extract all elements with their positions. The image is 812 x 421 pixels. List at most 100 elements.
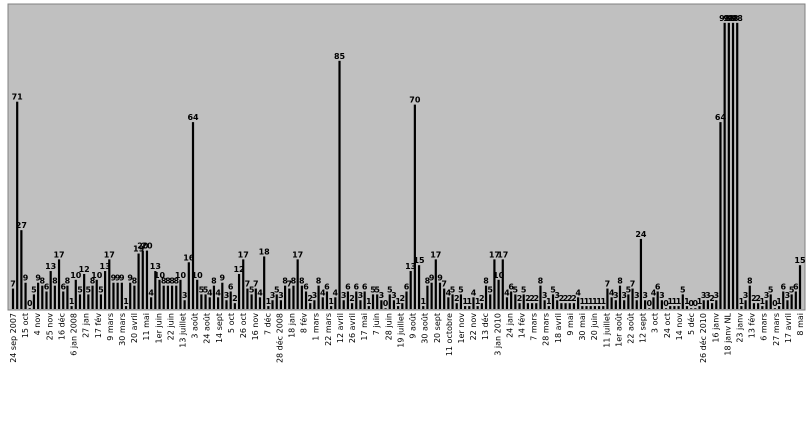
x-tick-labels-group: 24 sep 2007 15 oct 4 nov 25 nov 16 déc 6 jan … — [9, 312, 805, 363]
bar — [535, 303, 538, 309]
bar — [694, 308, 697, 309]
bar — [639, 238, 643, 309]
bar — [455, 303, 458, 309]
bar-value-label: 5 — [789, 285, 795, 294]
bar — [493, 259, 496, 309]
bar — [719, 122, 722, 310]
bar — [715, 300, 718, 309]
bar — [350, 303, 354, 309]
bar — [380, 300, 383, 309]
bar — [757, 303, 760, 309]
bar — [99, 294, 103, 309]
bar-value-label: 1 — [684, 297, 690, 306]
bar — [614, 300, 617, 309]
x-tick-label: 11 mai — [142, 313, 151, 341]
bar — [669, 306, 672, 309]
bar — [530, 303, 534, 309]
bar-value-label: 9 — [115, 274, 121, 283]
bar-value-label: 64 — [715, 113, 727, 122]
bar-value-label: 1 — [475, 297, 481, 306]
bar-value-label: 8 — [282, 277, 288, 286]
bar — [166, 285, 169, 309]
bar-value-label: 7 — [287, 280, 293, 289]
bar — [798, 265, 802, 309]
bar-value-label: 4 — [575, 288, 581, 297]
bar-value-label: 1 — [776, 297, 782, 306]
bar-value-label: 8 — [65, 277, 71, 286]
bar — [57, 259, 61, 309]
bar-value-label: 7 — [630, 280, 636, 289]
bar — [279, 300, 283, 309]
bar-value-label: 3 — [634, 291, 640, 300]
bar-value-label: 6 — [353, 282, 359, 291]
bar-value-label: 9 — [35, 274, 41, 283]
bar — [397, 306, 400, 309]
bar — [690, 308, 693, 309]
bar — [577, 297, 580, 309]
x-tick-label: 20 sept — [433, 313, 442, 343]
bar — [275, 294, 278, 309]
bar — [20, 230, 23, 309]
bar — [652, 297, 655, 309]
x-tick-label: 24 oct — [663, 313, 672, 338]
x-tick-label: 18 janv NL — [723, 312, 732, 355]
bar-value-label: 3 — [379, 291, 385, 300]
bar-value-label: 17 — [489, 250, 500, 259]
bar-value-label: 2 — [709, 294, 715, 303]
bar — [70, 306, 73, 309]
bar-value-label: 1 — [600, 297, 606, 306]
bar — [631, 288, 634, 309]
x-tick-label: 18 jan — [287, 313, 296, 338]
bar-value-label: 3 — [391, 291, 397, 300]
bar — [296, 259, 299, 309]
bar — [623, 300, 626, 309]
bar-value-label: 5 — [550, 285, 556, 294]
bar-value-label: 3 — [358, 291, 364, 300]
bar — [447, 297, 450, 309]
bar-value-label: 0 — [693, 299, 699, 308]
bar — [581, 306, 584, 309]
bar — [321, 297, 324, 309]
bar-value-label: 1 — [467, 297, 473, 306]
bar-value-label: 0 — [688, 299, 694, 308]
bar — [367, 306, 370, 309]
x-tick-label: 30 mars — [118, 313, 127, 346]
bar-value-label: 9 — [429, 274, 435, 283]
x-tick-label: 22 mars — [324, 313, 333, 346]
bar-value-label: 7 — [10, 280, 16, 289]
bar-value-label: 2 — [307, 294, 313, 303]
bar — [484, 285, 488, 309]
bar — [187, 262, 190, 309]
bar — [727, 22, 730, 310]
x-tick-label: 24 jan — [505, 313, 514, 338]
bar-value-label: 4 — [446, 288, 452, 297]
bar — [635, 300, 638, 309]
x-tick-label: 1er août — [614, 313, 623, 347]
bar — [179, 279, 182, 309]
x-tick-label: 22 juin — [166, 313, 175, 340]
bar — [489, 294, 492, 309]
bar-value-label: 70 — [409, 96, 421, 105]
bar — [137, 253, 140, 309]
bar-value-label: 1 — [739, 297, 745, 306]
bar — [292, 285, 295, 309]
bar — [170, 285, 174, 309]
bar-value-label: 3 — [705, 291, 711, 300]
bar — [263, 256, 266, 309]
bar — [656, 291, 659, 309]
bar — [568, 303, 571, 309]
bar — [11, 288, 15, 309]
bar — [104, 271, 107, 309]
bar — [522, 294, 525, 309]
bar — [551, 294, 555, 309]
bar-value-label: 3 — [613, 291, 619, 300]
bar-value-label: 9 — [111, 274, 117, 283]
value-labels-group: 7712790598613817681105125810513179991981… — [10, 14, 806, 308]
bar — [254, 288, 257, 309]
x-tick-label: 26 avril — [348, 313, 357, 343]
bar — [62, 291, 65, 309]
bar-value-label: 1 — [697, 297, 703, 306]
bar-value-label: 8 — [483, 277, 489, 286]
bar-value-label: 4 — [257, 288, 263, 297]
